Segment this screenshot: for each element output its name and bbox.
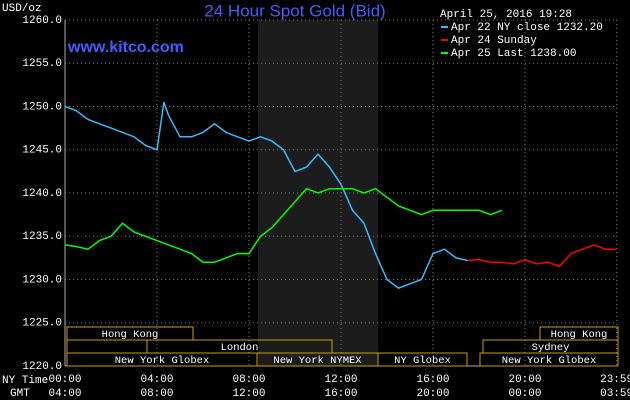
x-tick-label: 04:00 (140, 374, 173, 386)
x-axis-label: NY Time (2, 375, 48, 387)
y-tick-label: 1255.0 (22, 58, 62, 70)
y-tick-label: 1220.0 (22, 361, 62, 373)
y-tick-label: 1235.0 (22, 231, 62, 243)
y-tick-label: 1260.0 (22, 15, 62, 27)
y-tick-label: 1250.0 (22, 101, 62, 113)
series-line (64, 187, 503, 263)
x2-axis-label: GMT (10, 388, 30, 400)
y-tick-label: 1240.0 (22, 188, 62, 200)
series-line (64, 101, 468, 289)
chart-title: 24 Hour Spot Gold (Bid) (204, 1, 385, 20)
x2-tick-label: 03:59 (600, 388, 630, 400)
session-box (539, 326, 619, 341)
session-label: New York NYMEX (273, 355, 362, 367)
x2-tick-label: 04:00 (48, 388, 81, 400)
session-label: New York Globex (502, 355, 597, 367)
x-tick-label: 12:00 (324, 374, 357, 386)
x-tick-label: 16:00 (416, 374, 449, 386)
series-line (467, 244, 617, 268)
session-label: Hong Kong (551, 329, 608, 341)
watermark: www.kitco.com (67, 39, 184, 56)
x-tick-label: 08:00 (232, 374, 265, 386)
x-tick-label: 00:00 (48, 374, 81, 386)
x2-tick-label: 12:00 (232, 388, 265, 400)
x2-tick-label: 16:00 (324, 388, 357, 400)
x-tick-label: 23:59 (600, 374, 630, 386)
x-tick-label: 20:00 (508, 374, 541, 386)
session-box (66, 339, 148, 354)
legend-label: Apr 25 Last 1238.00 (451, 48, 576, 60)
session-label: New York Globex (115, 355, 210, 367)
timestamp: April 25, 2016 19:28 (440, 9, 572, 21)
legend-label: Apr 22 NY close 1232.20 (451, 22, 603, 34)
session-label: Sydney (532, 342, 570, 354)
x2-tick-label: 08:00 (140, 388, 173, 400)
y-tick-label: 1245.0 (22, 145, 62, 157)
legend-label: Apr 24 Sunday (451, 35, 537, 47)
y-tick-label: 1230.0 (22, 274, 62, 286)
session-box (66, 326, 194, 341)
session-box (479, 352, 619, 367)
y-tick-label: 1225.0 (22, 318, 62, 330)
session-box (377, 352, 468, 367)
session-label: NY Globex (394, 355, 451, 367)
y-axis-label: USD/oz (2, 3, 42, 15)
x2-tick-label: 20:00 (416, 388, 449, 400)
session-label: Hong Kong (102, 329, 159, 341)
x2-tick-label: 00:00 (508, 388, 541, 400)
session-label: London (221, 342, 259, 354)
